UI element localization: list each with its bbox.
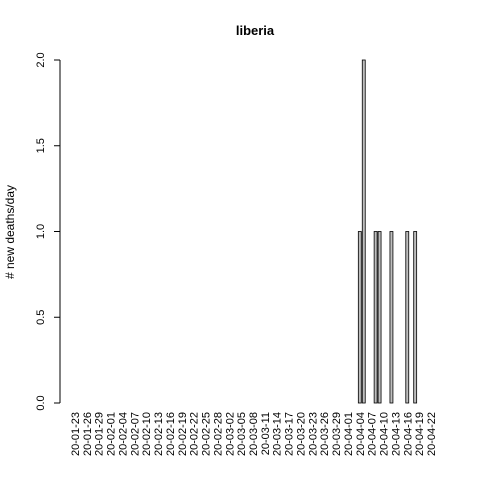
x-tick-label: 20-03-14 [272,412,284,456]
x-tick-label: 20-02-01 [106,412,118,456]
x-tick-label: 20-03-17 [284,412,296,456]
x-tick-label: 20-02-25 [201,412,213,456]
x-tick-label: 20-03-08 [248,412,260,456]
bar [413,231,418,404]
bar [405,231,410,404]
x-tick-label: 20-01-29 [94,412,106,456]
x-tick-label: 20-02-16 [165,412,177,456]
x-tick-label: 20-04-19 [414,412,426,456]
x-tick-label: 20-04-10 [379,412,391,456]
x-tick-label: 20-04-16 [402,412,414,456]
bar [361,59,366,404]
x-tick-label: 20-04-04 [355,412,367,456]
x-tick-label: 20-04-01 [343,412,355,456]
x-tick-label: 20-02-07 [129,412,141,456]
bar [389,231,394,404]
x-tick-label: 20-02-13 [153,412,165,456]
y-tick-label: 0.5 [35,310,47,325]
bar [357,231,362,404]
bars [357,59,418,404]
x-tick-label: 20-02-22 [189,412,201,456]
x-tick-label: 20-04-22 [426,412,438,456]
x-tick-label: 20-01-26 [82,412,94,456]
y-tick-label: 1.0 [35,224,47,239]
x-tick-label: 20-03-26 [319,412,331,456]
x-tick-label: 20-02-04 [117,412,129,456]
x-tick-label: 20-02-10 [141,412,153,456]
x-tick-label: 20-04-07 [367,412,379,456]
y-axis: 0.0 0.5 1.0 1.5 2.0 [35,52,61,411]
y-tick-label: 0.0 [35,395,47,410]
x-tick-label: 20-03-23 [307,412,319,456]
x-tick-label: 20-01-23 [70,412,82,456]
x-tick-label: 20-03-02 [224,412,236,456]
x-axis: 20-01-23 20-01-26 20-01-29 20-02-01 20-02-04… [70,412,438,456]
x-tick-label: 20-03-29 [331,412,343,456]
x-tick-label: 20-04-13 [390,412,402,456]
x-tick-label: 20-02-19 [177,412,189,456]
x-tick-label: 20-03-20 [295,412,307,456]
chart-title: liberia [236,23,275,38]
y-axis-label: # new deaths/day [3,185,17,279]
x-tick-label: 20-03-05 [236,412,248,456]
bar [373,231,378,404]
x-tick-label: 20-02-28 [212,412,224,456]
x-tick-label: 20-03-11 [260,412,272,455]
y-tick-label: 2.0 [35,52,47,67]
y-tick-label: 1.5 [35,138,47,153]
bar [377,231,382,404]
